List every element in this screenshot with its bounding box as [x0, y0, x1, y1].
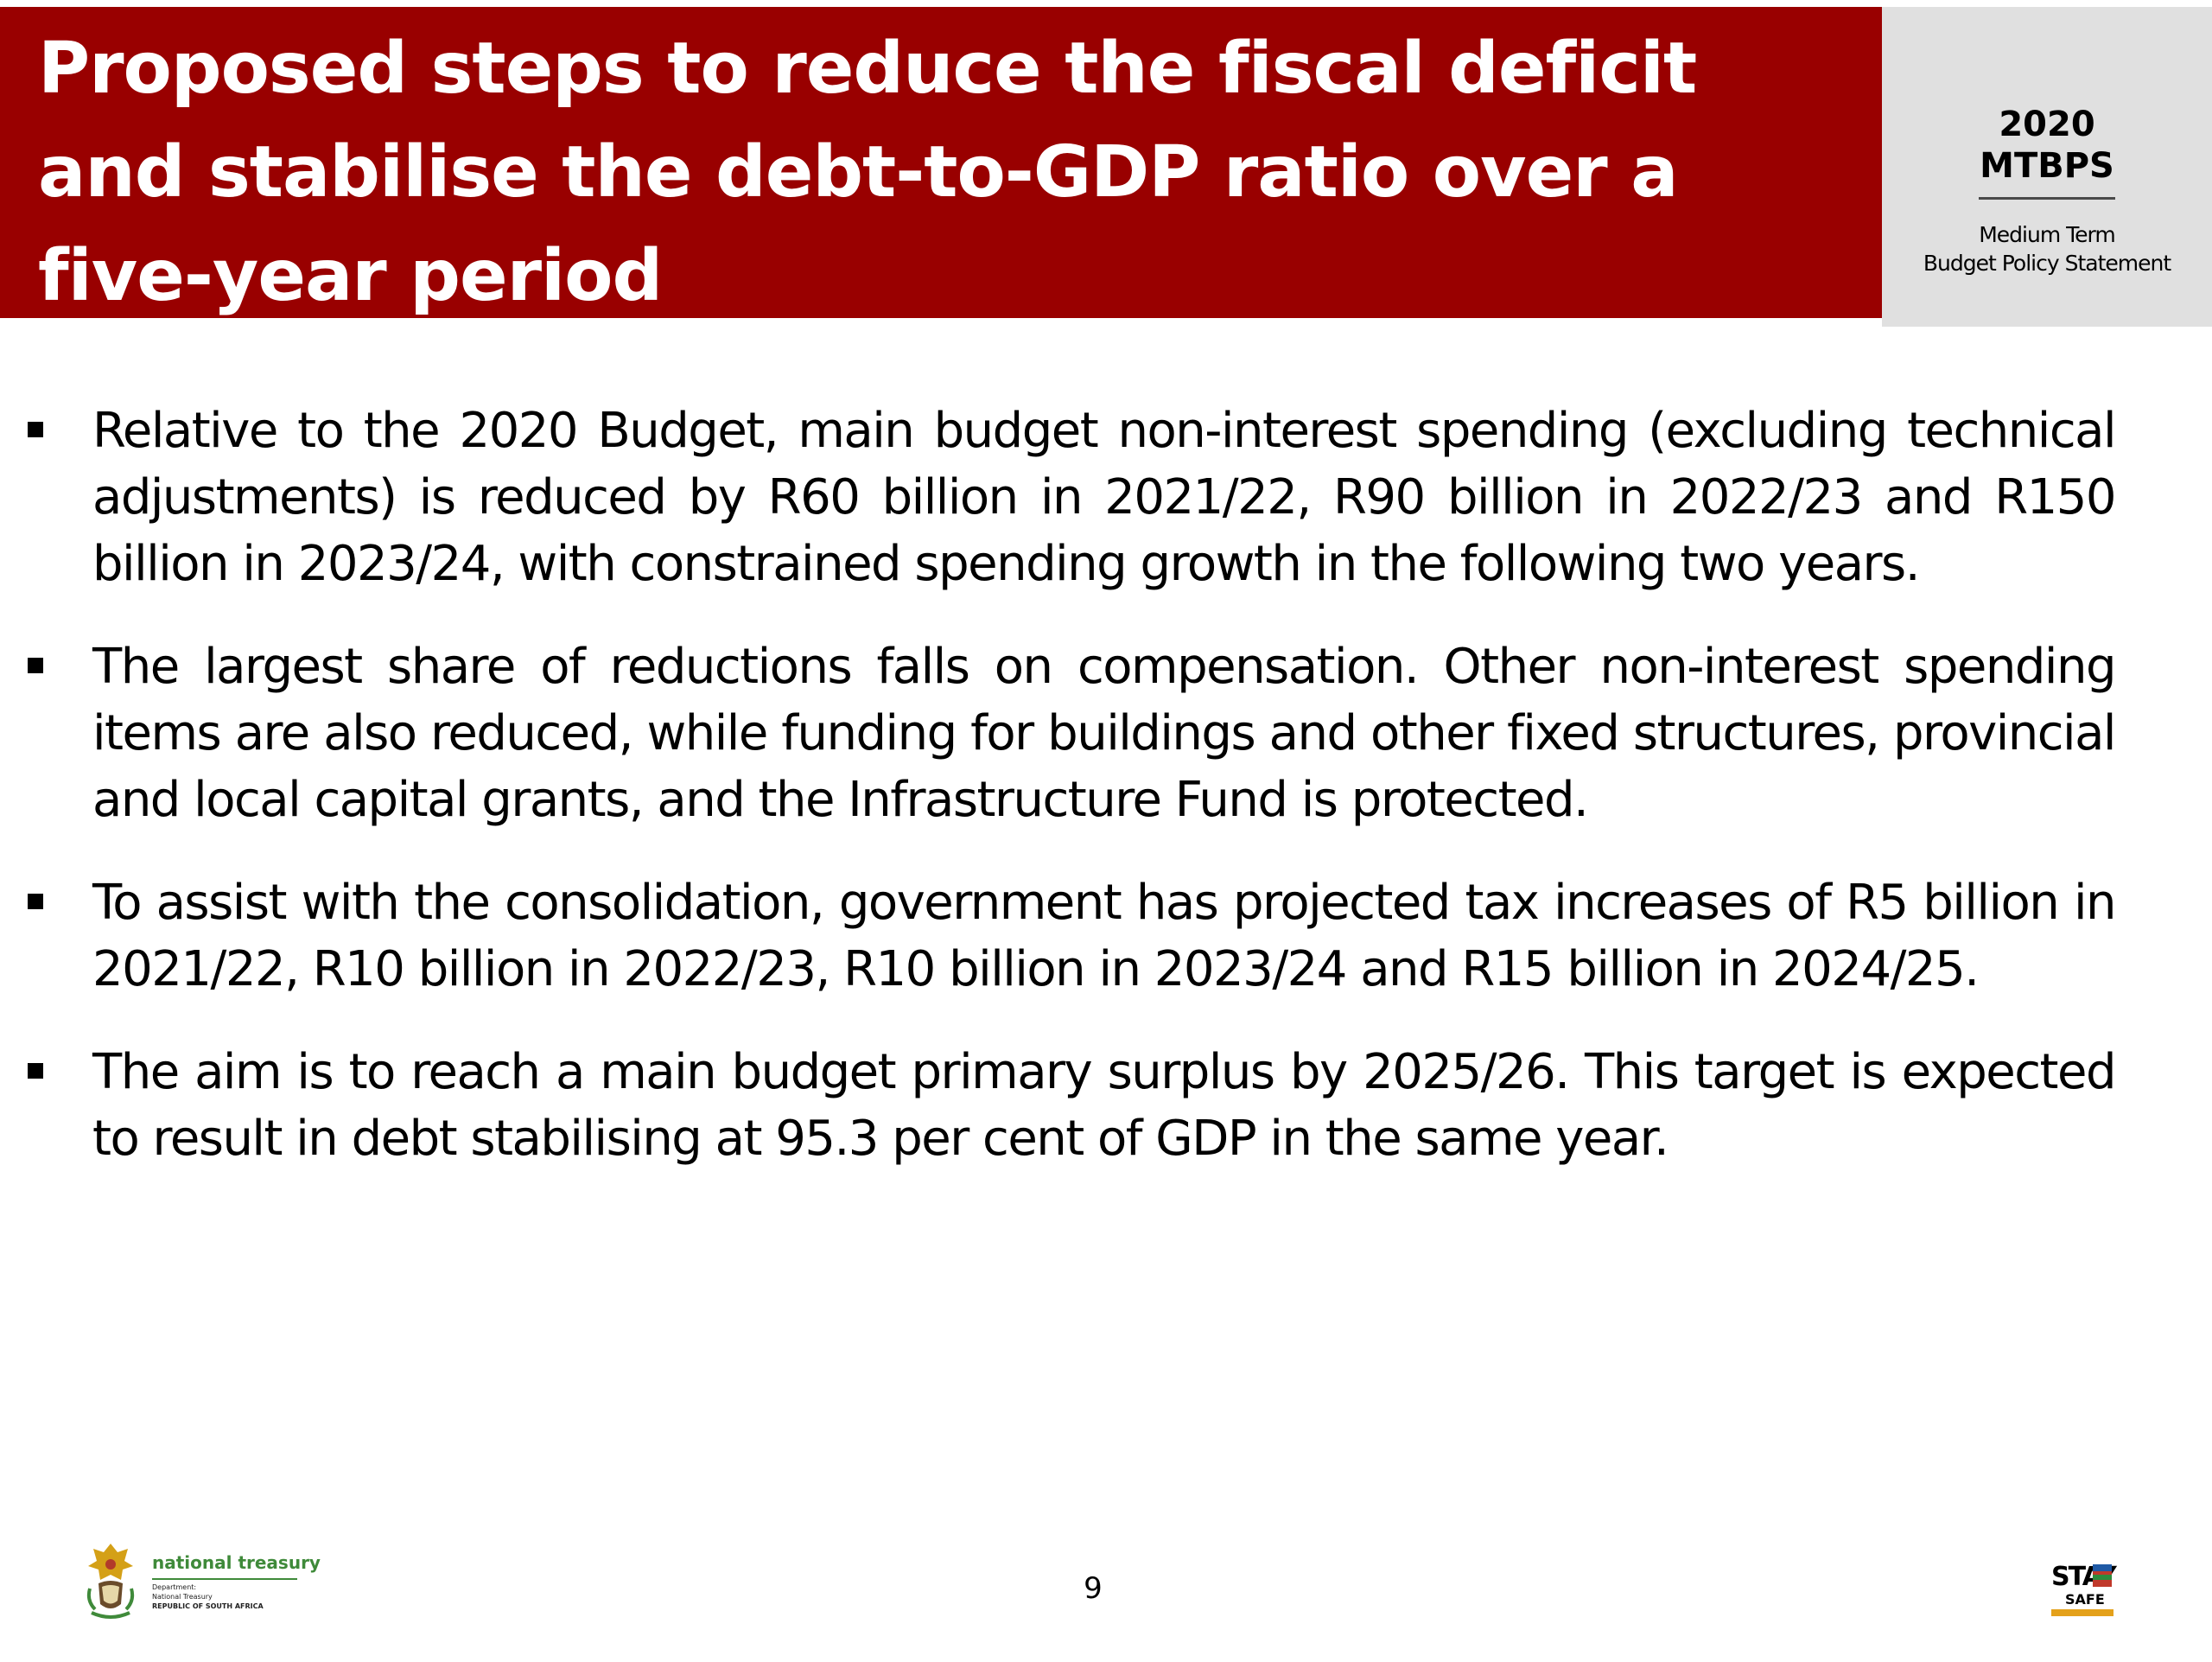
slide-title: Proposed steps to reduce the fiscal defi…	[38, 28, 1697, 317]
badge-acronym: MTBPS	[1980, 146, 2114, 186]
bullet-list: Relative to the 2020 Budget, main budget…	[24, 398, 2117, 1208]
bullet-text: The aim is to reach a main budget primar…	[92, 1044, 2117, 1167]
logo-department-label: Department:	[152, 1583, 197, 1591]
badge-subtitle-line2: Budget Policy Statement	[1923, 251, 2171, 276]
logo-name: national treasury	[152, 1552, 321, 1573]
coat-of-arms-icon	[86, 1544, 135, 1619]
page-number: 9	[1084, 1571, 1103, 1606]
logo-divider	[152, 1578, 297, 1580]
square-bullet-icon	[28, 422, 43, 437]
logo-country: REPUBLIC OF SOUTH AFRICA	[152, 1602, 264, 1610]
square-bullet-icon	[28, 894, 43, 909]
badge-year: 2020	[1999, 105, 2095, 144]
mtbps-badge: 2020 MTBPS Medium Term Budget Policy Sta…	[1882, 7, 2212, 327]
svg-text:SAFE: SAFE	[2065, 1591, 2105, 1608]
bullet-text: Relative to the 2020 Budget, main budget…	[92, 403, 2117, 592]
bullet-text: To assist with the consolidation, govern…	[92, 875, 2117, 997]
square-bullet-icon	[28, 658, 43, 673]
badge-divider	[1979, 197, 2115, 200]
bullet-item: To assist with the consolidation, govern…	[24, 869, 2117, 1003]
bullet-item: Relative to the 2020 Budget, main budget…	[24, 398, 2117, 597]
title-bar: Proposed steps to reduce the fiscal defi…	[0, 7, 1882, 318]
square-bullet-icon	[28, 1063, 43, 1079]
national-treasury-logo: national treasury Department: National T…	[83, 1540, 321, 1622]
logo-department-name: National Treasury	[152, 1593, 213, 1601]
stay-safe-logo: STAY SAFE	[2051, 1562, 2120, 1616]
bullet-item: The largest share of reductions falls on…	[24, 634, 2117, 833]
badge-subtitle-line1: Medium Term	[1979, 222, 2116, 247]
bullet-item: The aim is to reach a main budget primar…	[24, 1039, 2117, 1172]
bullet-text: The largest share of reductions falls on…	[92, 639, 2117, 828]
